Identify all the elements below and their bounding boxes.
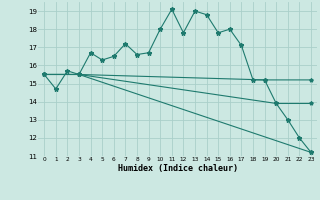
X-axis label: Humidex (Indice chaleur): Humidex (Indice chaleur) xyxy=(118,164,238,173)
